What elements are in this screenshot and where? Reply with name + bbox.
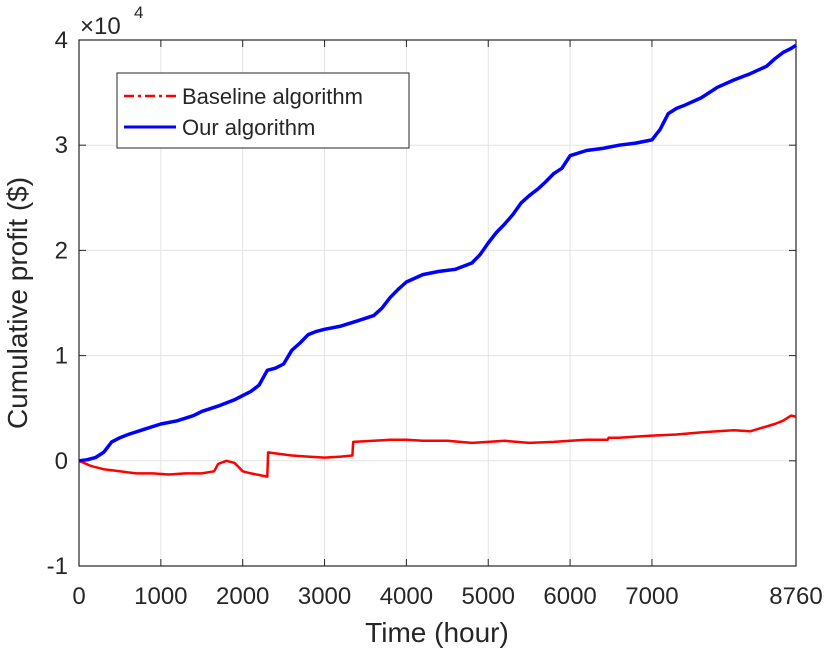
y-tick-label: -1 bbox=[47, 553, 68, 580]
y-axis: -1 0 1 2 3 4 bbox=[47, 27, 796, 580]
y-tick-label: 3 bbox=[55, 132, 68, 159]
y-tick-label: 0 bbox=[55, 448, 68, 475]
y-tick-label: 1 bbox=[55, 343, 68, 370]
legend-label-ours: Our algorithm bbox=[182, 115, 315, 140]
x-tick-label: 4000 bbox=[380, 583, 433, 610]
x-tick-label: 1000 bbox=[134, 583, 187, 610]
y-exponent-power: 4 bbox=[134, 3, 143, 22]
x-axis: 0 1000 2000 3000 4000 5000 6000 7000 8760 bbox=[72, 40, 823, 610]
x-tick-label: 2000 bbox=[216, 583, 269, 610]
x-tick-label: 6000 bbox=[543, 583, 596, 610]
legend-label-baseline: Baseline algorithm bbox=[182, 84, 363, 109]
y-tick-label: 4 bbox=[55, 27, 68, 54]
series-group bbox=[78, 43, 797, 478]
grid bbox=[78, 39, 797, 567]
series-line-ours bbox=[78, 43, 797, 463]
x-tick-label: 8760 bbox=[769, 583, 822, 610]
x-tick-label: 7000 bbox=[625, 583, 678, 610]
x-tick-label: 5000 bbox=[462, 583, 515, 610]
x-tick-label: 3000 bbox=[298, 583, 351, 610]
x-axis-label: Time (hour) bbox=[365, 617, 509, 648]
y-exponent: ×10 4 bbox=[80, 3, 143, 40]
y-exponent-base: ×10 bbox=[80, 13, 121, 40]
y-tick-label: 2 bbox=[55, 237, 68, 264]
series-line-baseline bbox=[78, 414, 797, 478]
y-axis-label: Cumulative profit ($) bbox=[2, 177, 33, 429]
plot-frame bbox=[78, 39, 797, 567]
x-tick-label: 0 bbox=[72, 583, 85, 610]
legend-box bbox=[116, 72, 410, 149]
legend: Baseline algorithm Our algorithm bbox=[116, 72, 410, 149]
